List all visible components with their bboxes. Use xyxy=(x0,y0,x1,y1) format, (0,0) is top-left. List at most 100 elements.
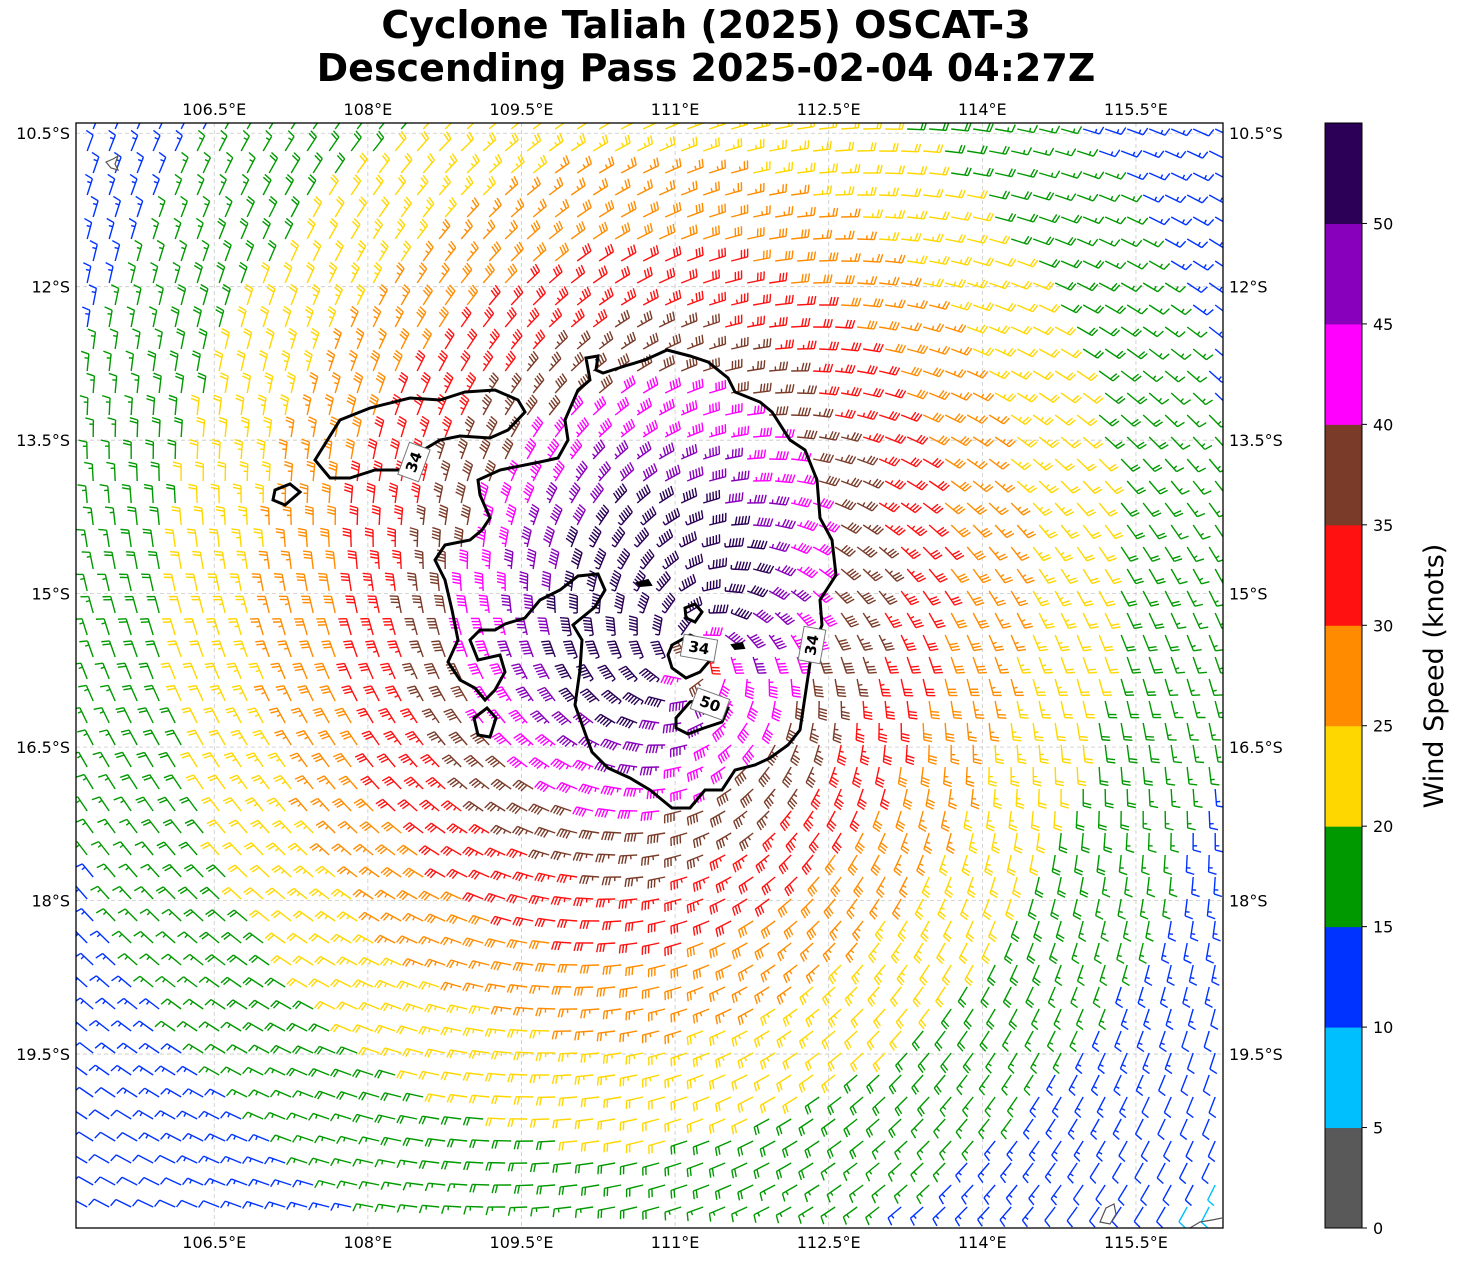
wind-barb xyxy=(172,261,181,284)
wind-barb xyxy=(1148,260,1171,271)
wind-barb xyxy=(686,123,704,130)
wind-barb xyxy=(1148,128,1171,136)
wind-barb xyxy=(245,239,255,262)
colorbar-tick-label: 15 xyxy=(1373,918,1393,937)
wind-barb xyxy=(841,208,861,218)
wind-barb xyxy=(1120,149,1143,158)
wind-barb xyxy=(199,283,209,306)
wind-barb xyxy=(1054,193,1077,202)
wind-barb xyxy=(708,159,727,174)
wind-barb xyxy=(1038,259,1061,268)
wind-barb xyxy=(680,268,698,284)
colorbar-segment xyxy=(1325,926,1362,1028)
wind-barb xyxy=(548,176,564,196)
lon-tick-label: 108°E xyxy=(344,1233,393,1252)
wind-barb xyxy=(222,239,232,262)
wind-barb xyxy=(819,252,839,262)
wind-barb xyxy=(150,261,159,284)
wind-barb xyxy=(945,278,967,288)
wind-barb xyxy=(753,161,771,174)
wind-barb xyxy=(885,299,906,309)
wind-barb xyxy=(1016,303,1039,313)
lon-tick-label: 112.5°E xyxy=(797,1233,861,1252)
wind-barb xyxy=(923,278,945,288)
wind-barb xyxy=(973,123,994,133)
wind-barb xyxy=(421,327,433,350)
wind-barb xyxy=(266,283,276,306)
wind-barb xyxy=(438,131,452,152)
wind-barb xyxy=(1054,326,1077,336)
wind-barb xyxy=(304,305,314,328)
wind-barb xyxy=(664,289,682,306)
wind-barb xyxy=(128,217,137,240)
wind-barb xyxy=(438,306,449,328)
wind-barb xyxy=(356,123,363,130)
wind-barb xyxy=(570,221,586,240)
wind-barb xyxy=(126,306,136,328)
wind-barb xyxy=(664,158,682,174)
wind-barb xyxy=(708,203,727,218)
wind-barb xyxy=(1142,194,1165,203)
wind-barb xyxy=(614,266,631,284)
wind-barb xyxy=(1098,282,1121,292)
wind-barb xyxy=(1186,282,1208,293)
lon-tick-label: 106.5°E xyxy=(182,100,246,119)
wind-barb xyxy=(554,329,569,350)
lon-tick-label: 112.5°E xyxy=(797,100,861,119)
wind-barb xyxy=(107,173,116,196)
lon-tick-label: 109.5°E xyxy=(490,1233,554,1252)
wind-barb xyxy=(901,277,922,287)
wind-barb xyxy=(686,290,704,306)
wind-barb xyxy=(244,283,254,306)
lon-tick-label: 106.5°E xyxy=(182,1233,246,1252)
wind-barb xyxy=(87,328,97,350)
colorbar-segment xyxy=(1325,424,1362,526)
wind-barb xyxy=(1214,304,1223,312)
wind-barb xyxy=(945,144,966,154)
wind-barb xyxy=(482,131,497,152)
wind-barb xyxy=(576,286,592,306)
wind-barb xyxy=(1192,216,1215,226)
wind-barb xyxy=(598,330,614,350)
wind-barb xyxy=(127,262,137,284)
wind-barb xyxy=(180,195,188,218)
wind-barb xyxy=(267,239,277,262)
wind-barb xyxy=(526,307,540,328)
wind-barb xyxy=(885,254,906,264)
wind-barb xyxy=(246,123,252,130)
wind-barb xyxy=(951,211,972,221)
wind-barb xyxy=(132,328,141,350)
wind-barb xyxy=(306,261,315,284)
wind-barb xyxy=(394,305,404,328)
wind-barb xyxy=(400,284,411,306)
wind-barb xyxy=(170,306,180,328)
lat-tick-label: 18°S xyxy=(1229,892,1268,911)
wind-barb xyxy=(598,199,615,218)
wind-barb xyxy=(929,255,951,266)
wind-barb xyxy=(724,182,743,196)
wind-barb xyxy=(526,263,541,284)
wind-barb xyxy=(841,164,861,174)
wind-barb xyxy=(306,217,316,240)
lat-tick-label: 16.5°S xyxy=(16,738,70,757)
wind-barb xyxy=(769,183,788,196)
wind-barb xyxy=(708,247,727,262)
wind-barb xyxy=(283,261,293,284)
wind-barb xyxy=(488,328,500,350)
wind-barb xyxy=(260,305,270,328)
wind-barb xyxy=(355,327,365,350)
lon-tick-label: 111°E xyxy=(651,100,700,119)
wind-barb xyxy=(135,195,144,218)
wind-barb xyxy=(350,261,360,284)
wind-barb xyxy=(1076,326,1099,337)
wind-barb xyxy=(879,321,900,331)
wind-barb xyxy=(350,218,361,240)
colorbar-segment xyxy=(1325,725,1362,827)
wind-barb xyxy=(995,168,1017,178)
wind-barb xyxy=(1032,191,1055,201)
wind-barb xyxy=(730,160,749,174)
wind-barb xyxy=(328,261,338,284)
wind-barb xyxy=(349,305,359,328)
lat-tick-label: 10.5°S xyxy=(16,124,70,143)
